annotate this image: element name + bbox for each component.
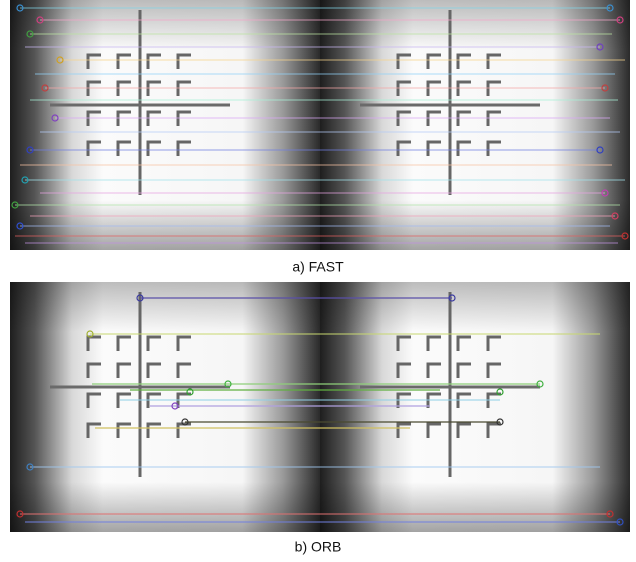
left-image [10, 282, 320, 532]
left-image [10, 0, 320, 250]
right-image [320, 282, 630, 532]
caption: b) ORB [295, 539, 342, 555]
keypoints [11, 4, 629, 240]
caption: a) FAST [292, 259, 344, 275]
match-lines [15, 7, 625, 244]
orb-panel: b) ORB [10, 282, 630, 555]
match-lines [20, 297, 620, 523]
right-image [320, 0, 630, 250]
fast-panel: a) FAST [10, 0, 630, 275]
keypoints [16, 294, 624, 526]
